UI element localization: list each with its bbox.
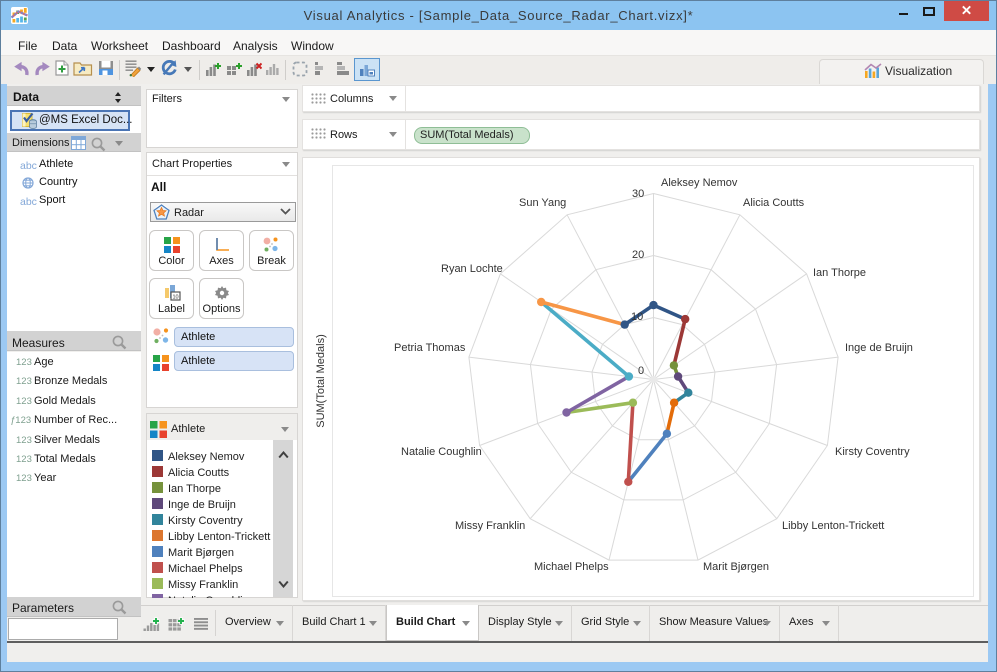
svg-text:10: 10 [172,295,178,301]
